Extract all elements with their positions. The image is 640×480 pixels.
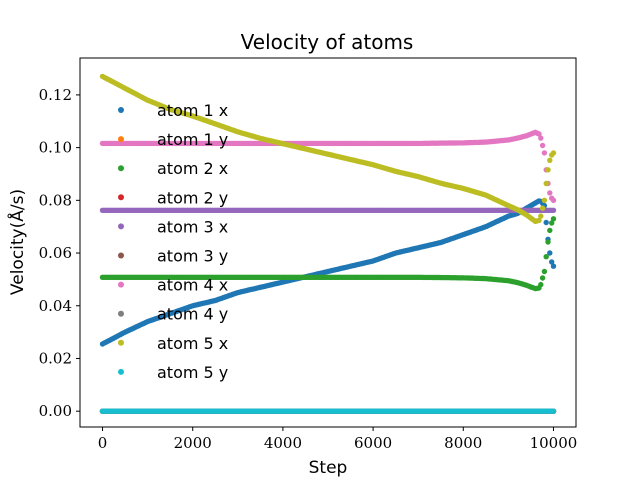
x-tick-label: 4000 <box>264 434 302 452</box>
data-point <box>544 254 549 259</box>
legend-marker <box>118 311 124 317</box>
x-tick-label: 10000 <box>530 434 578 452</box>
data-point <box>540 143 545 148</box>
x-tick-label: 8000 <box>444 434 482 452</box>
data-point <box>547 228 552 233</box>
chart-title: Velocity of atoms <box>241 30 414 54</box>
y-tick-label: 0.08 <box>39 191 72 209</box>
y-tick-label: 0.00 <box>39 402 72 420</box>
legend-marker <box>118 253 124 259</box>
y-tick-label: 0.02 <box>39 349 72 367</box>
legend-label: atom 2 y <box>157 188 228 207</box>
series-atom-5-y <box>100 409 556 414</box>
legend-label: atom 1 x <box>157 101 228 120</box>
data-point <box>551 150 556 155</box>
legend-marker <box>118 282 124 288</box>
legend-label: atom 3 x <box>157 217 228 236</box>
y-tick-label: 0.06 <box>39 244 72 262</box>
legend-marker <box>118 223 124 229</box>
data-point <box>540 275 545 280</box>
x-tick-label: 2000 <box>174 434 212 452</box>
legend-marker <box>118 107 124 113</box>
data-point <box>542 269 547 274</box>
legend-label: atom 1 y <box>157 130 228 149</box>
data-point <box>545 167 550 172</box>
x-axis-label: Step <box>309 458 348 478</box>
x-tick-label: 0 <box>98 434 108 452</box>
data-point <box>538 135 543 140</box>
data-point <box>542 150 547 155</box>
data-point <box>551 208 556 213</box>
legend-marker <box>118 136 124 142</box>
y-tick-label: 0.10 <box>39 139 72 157</box>
data-point <box>542 198 547 203</box>
data-point <box>540 206 545 211</box>
legend-label: atom 5 y <box>157 363 228 382</box>
y-tick-label: 0.12 <box>39 86 72 104</box>
data-point <box>547 190 552 195</box>
data-point <box>551 264 556 269</box>
data-point <box>545 239 550 244</box>
data-point <box>551 216 556 221</box>
data-point <box>551 409 556 414</box>
data-point <box>538 282 543 287</box>
data-point <box>551 198 556 203</box>
y-axis-label: Velocity(Å/s) <box>6 189 28 295</box>
data-point <box>544 181 549 186</box>
data-point <box>544 220 549 225</box>
legend-marker <box>118 340 124 346</box>
legend-label: atom 2 x <box>157 159 228 178</box>
legend-label: atom 5 x <box>157 334 228 353</box>
legend-marker <box>118 369 124 375</box>
x-tick-label: 6000 <box>354 434 392 452</box>
series-atom-3-x <box>100 208 556 213</box>
legend-marker <box>118 165 124 171</box>
legend-label: atom 4 x <box>157 276 228 295</box>
data-point <box>547 158 552 163</box>
legend-marker <box>118 194 124 200</box>
legend-label: atom 3 y <box>157 247 228 266</box>
data-point <box>538 213 543 218</box>
y-tick-label: 0.04 <box>39 297 72 315</box>
legend-label: atom 4 y <box>157 305 228 324</box>
